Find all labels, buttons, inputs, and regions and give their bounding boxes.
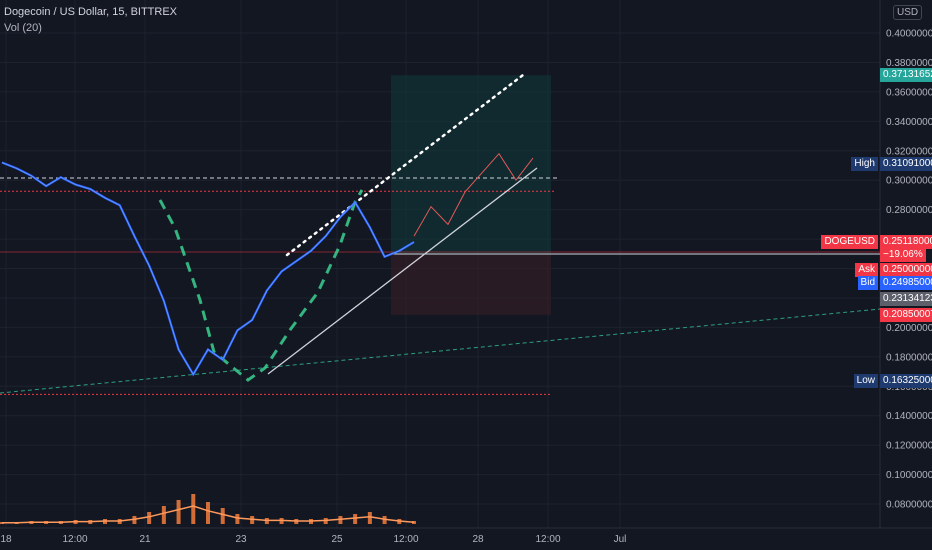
volume-bar <box>206 502 210 524</box>
long-profit-zone <box>391 75 551 255</box>
x-tick-label: 12:00 <box>62 534 87 545</box>
volume-bar <box>191 494 196 524</box>
price-tag-last: 0.25118000 <box>880 235 932 250</box>
volume-bar <box>132 516 137 524</box>
volume-bar <box>176 500 181 524</box>
volume-bar <box>220 508 225 524</box>
volume-bar <box>367 512 372 524</box>
price-tag-change: −19.06% <box>880 248 926 263</box>
x-tick-label: 12:00 <box>535 534 560 545</box>
x-tick-label: 25 <box>331 534 343 545</box>
price-tag-low: 0.16325000 <box>880 374 932 389</box>
volume-bar <box>382 516 387 524</box>
volume-bar <box>161 506 166 524</box>
x-tick-label: 23 <box>235 534 247 545</box>
price-label-low: Low <box>853 374 878 389</box>
price-tag-mid: 0.23134123 <box>880 292 932 307</box>
volume-bar <box>235 514 240 524</box>
long-term-trendline <box>0 308 881 394</box>
x-tick-label: 28 <box>472 534 484 545</box>
price-tag-high: 0.31091000 <box>880 157 932 172</box>
projected-price-path <box>413 152 534 237</box>
volume-bar <box>147 512 152 524</box>
volume-bar <box>353 514 358 524</box>
volume-bar <box>250 516 255 524</box>
price-label-last: DOGEUSD <box>821 235 878 250</box>
price-tag-bid: 0.24985000 <box>880 276 932 290</box>
target-projection-line <box>285 73 525 257</box>
x-tick-label: 12:00 <box>393 534 418 545</box>
volume-bar <box>412 521 416 524</box>
price-label-high: High <box>851 157 878 172</box>
x-tick-label: Jul <box>614 534 627 545</box>
price-tag-top: 0.37131652 <box>880 68 932 83</box>
price-label-bid: Bid <box>857 276 878 290</box>
symbol-title[interactable]: Dogecoin / US Dollar, 15, BITTREX <box>4 6 178 18</box>
wave-pattern <box>158 189 364 382</box>
x-tick-label: 21 <box>139 534 151 545</box>
x-tick-label: 18 <box>0 534 12 545</box>
price-label-ask: Ask <box>855 262 878 277</box>
volume-indicator-label[interactable]: Vol (20) <box>4 22 42 34</box>
price-tag-stop: 0.20850007 <box>880 307 932 322</box>
long-stop-zone <box>391 254 551 315</box>
price-series-highlight <box>1 162 415 376</box>
volume-bar <box>338 516 343 524</box>
volume-average-line <box>2 505 415 524</box>
price-tag-ask: 0.25000000 <box>880 262 932 277</box>
rising-trendline <box>267 167 538 375</box>
y-tick-label: 0.08000000 <box>886 500 932 511</box>
currency-label[interactable]: USD <box>893 5 923 20</box>
